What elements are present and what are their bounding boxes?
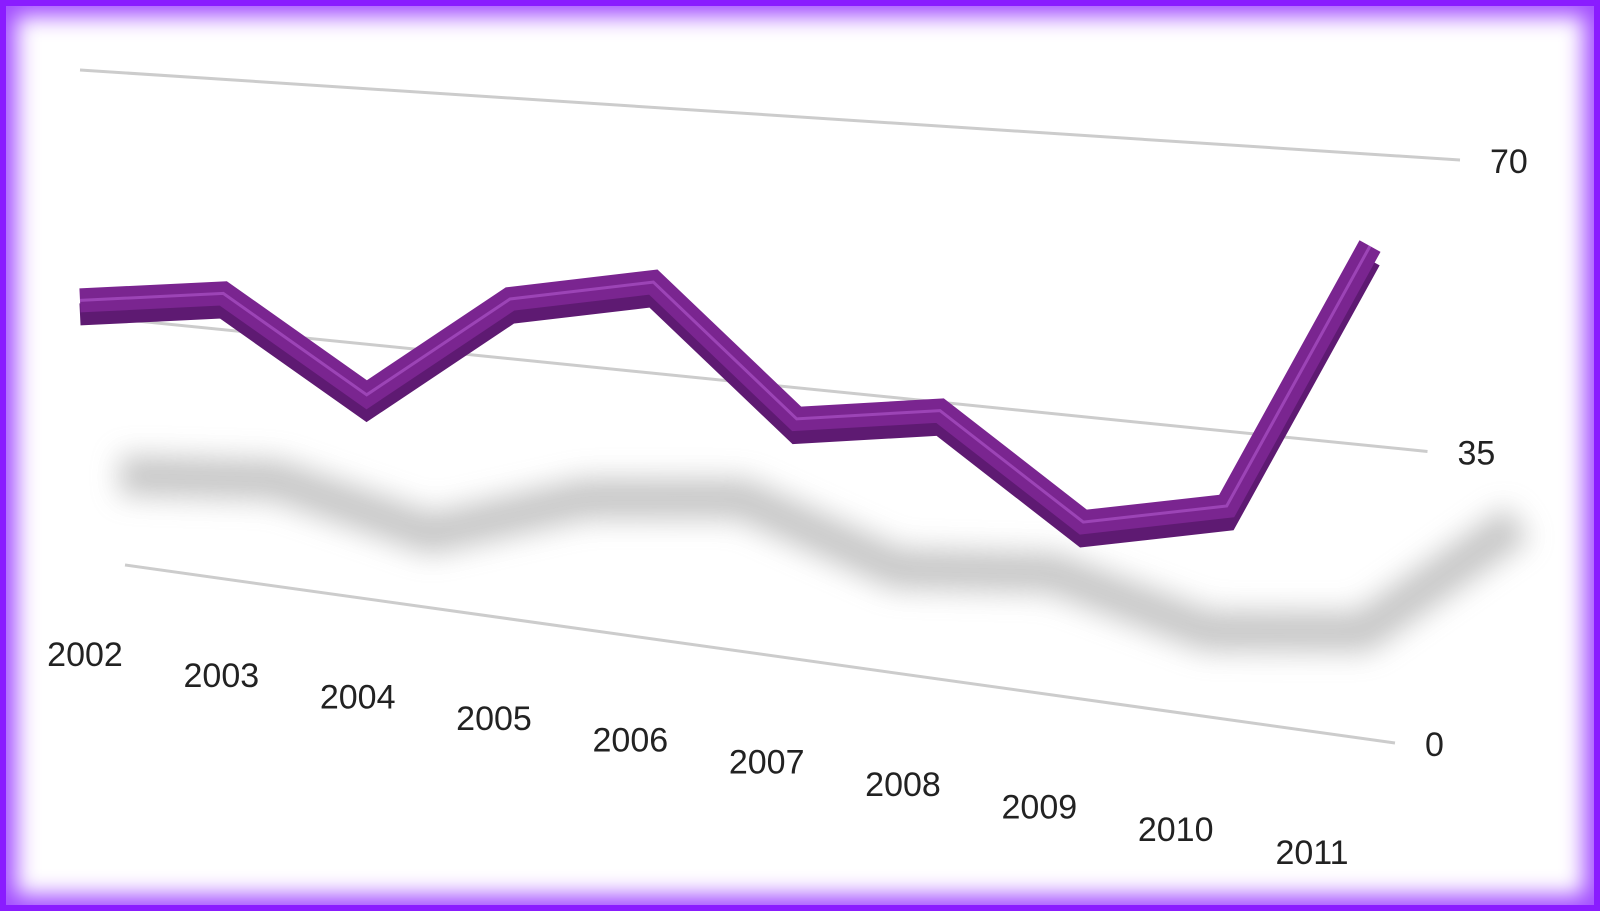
x-tick-label: 2004 xyxy=(320,678,396,716)
x-tick-label: 2007 xyxy=(729,744,805,782)
x-tick-label: 2002 xyxy=(47,636,123,674)
x-tick-label: 2009 xyxy=(1002,788,1078,826)
x-tick-label: 2008 xyxy=(865,766,941,804)
x-tick-label: 2005 xyxy=(456,700,532,738)
line-shadow xyxy=(119,455,1530,652)
x-tick-label: 2010 xyxy=(1138,811,1214,849)
grid-line xyxy=(124,563,1396,745)
x-tick-label: 2003 xyxy=(184,657,260,695)
x-tick-label: 2006 xyxy=(593,722,669,760)
y-tick-label: 35 xyxy=(1458,434,1496,472)
y-tick-label: 0 xyxy=(1425,726,1444,764)
grid-line xyxy=(79,68,1461,162)
x-tick-label: 2011 xyxy=(1275,834,1348,872)
line-highlight xyxy=(79,245,1372,524)
y-tick-label: 70 xyxy=(1490,143,1528,181)
